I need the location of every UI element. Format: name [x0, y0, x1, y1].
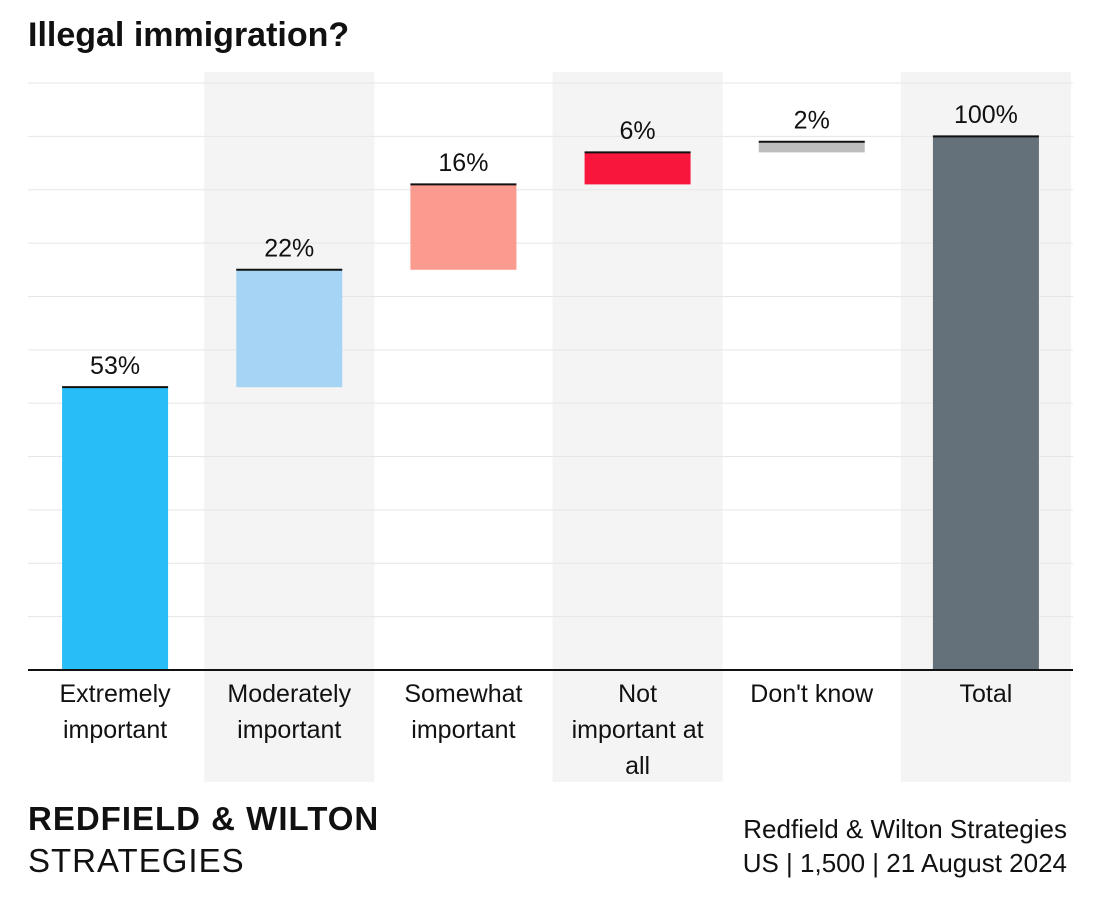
- source: Redfield & Wilton Strategies: [743, 814, 1067, 844]
- x-tick-label: Extremely important: [59, 680, 171, 744]
- bar: [758, 141, 865, 153]
- value-label: 16%: [438, 149, 488, 177]
- x-tick-label: Not important at all: [571, 680, 704, 780]
- value-label: 22%: [264, 234, 314, 262]
- x-tick-label: Don't know: [750, 680, 874, 708]
- bar: [410, 184, 517, 270]
- bar: [62, 387, 169, 670]
- bar: [236, 269, 343, 388]
- x-tick-label: Somewhat important: [404, 680, 523, 744]
- brand-sub: STRATEGIES: [28, 842, 245, 879]
- brand: REDFIELD & WILTON: [28, 800, 380, 837]
- bar: [932, 136, 1039, 670]
- bar: [584, 152, 691, 185]
- band-shade: [204, 72, 375, 782]
- value-label: 53%: [90, 352, 140, 380]
- value-label: 6%: [620, 117, 656, 145]
- x-tick-label: Moderately important: [227, 680, 352, 744]
- chart-title: Illegal immigration?: [28, 16, 349, 54]
- value-label: 2%: [794, 106, 830, 134]
- source-detail: US | 1,500 | 21 August 2024: [742, 848, 1067, 878]
- x-tick-label: Total: [959, 680, 1013, 708]
- value-label: 100%: [954, 101, 1018, 129]
- band-shade: [552, 72, 723, 782]
